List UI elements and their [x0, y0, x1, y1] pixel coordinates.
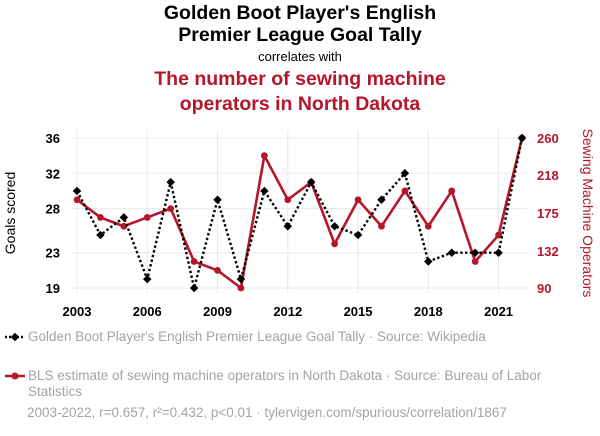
right-axis-ticks: 90 132 175 218 260	[537, 131, 559, 296]
chart-titles: Golden Boot Player's English Premier Lea…	[0, 2, 600, 115]
left-tick-label: 23	[46, 246, 60, 261]
x-tick-label: 2018	[414, 304, 443, 319]
correlates-with-label: correlates with	[258, 49, 342, 64]
series1-point	[306, 177, 316, 187]
right-tick-label: 90	[537, 281, 551, 296]
series2-point	[331, 240, 339, 248]
series1-point	[377, 195, 386, 205]
series1-point	[517, 133, 527, 143]
series2-point	[401, 187, 409, 195]
left-tick-label: 32	[46, 166, 60, 181]
series2-point	[284, 196, 292, 204]
series2-point	[143, 214, 151, 221]
chart-footer: 2003-2022, r=0.657, r²=0.432, p<0.01 · t…	[27, 405, 507, 420]
legend-label-series1: Golden Boot Player's English Premier Lea…	[28, 329, 486, 344]
series2-point	[260, 152, 268, 160]
chart-title-line2: Premier League Goal Tally	[178, 24, 422, 46]
series2-point	[354, 196, 362, 204]
x-tick-label: 2009	[203, 304, 232, 319]
series1-point	[119, 213, 129, 222]
chart-title-line1: Golden Boot Player's English	[163, 2, 437, 24]
series1-point	[400, 169, 410, 178]
series2-point	[214, 266, 221, 274]
legend-key-series2	[5, 372, 25, 380]
legend-key-series1	[5, 332, 25, 342]
left-axis-label: Goals scored	[2, 172, 18, 254]
series1-point	[353, 230, 363, 240]
series1-point	[447, 248, 456, 257]
left-tick-label: 19	[46, 281, 60, 296]
series1-point	[143, 274, 152, 284]
chart-title2-line2: operators in North Dakota	[179, 93, 421, 115]
series1-point	[236, 274, 246, 284]
left-axis-ticks: 19 23 28 32 36	[46, 131, 60, 296]
x-axis-ticks: 2003 2006 2009 2012 2015 2018 2021	[63, 304, 514, 319]
right-tick-label: 218	[537, 168, 559, 183]
series2-point	[167, 205, 175, 212]
series-area	[72, 133, 527, 293]
legend-label-series2: BLS estimate of sewing machine operators…	[28, 368, 542, 399]
series2-point	[190, 258, 198, 265]
left-tick-label: 28	[46, 202, 60, 217]
series2-line	[76, 137, 524, 290]
left-tick-label: 36	[46, 131, 60, 146]
series2-point	[97, 214, 104, 221]
chart-title2-line1: The number of sewing machine	[154, 68, 446, 90]
right-tick-label: 132	[537, 244, 559, 259]
x-tick-label: 2003	[63, 304, 92, 319]
series1-point	[424, 257, 433, 266]
series1-point	[283, 221, 293, 231]
series2-point	[495, 231, 502, 239]
right-tick-label: 175	[537, 206, 559, 221]
series1-point	[470, 248, 480, 257]
series2-point	[73, 196, 81, 204]
x-tick-label: 2015	[344, 304, 373, 319]
series1-point	[96, 230, 105, 240]
series2-point	[471, 258, 479, 265]
series2-point	[448, 187, 456, 195]
series1-point	[260, 186, 269, 196]
series2-point	[424, 222, 432, 230]
x-tick-label: 2012	[273, 304, 302, 319]
right-tick-label: 260	[537, 131, 559, 146]
series1-point	[494, 248, 503, 257]
series1-point	[330, 221, 339, 231]
x-tick-label: 2006	[133, 304, 162, 319]
series2-point	[237, 284, 245, 292]
right-axis-label: Sewing Machine Operators	[580, 129, 596, 298]
series1-point	[213, 195, 222, 205]
series1-line	[75, 137, 524, 290]
series1-point	[189, 283, 199, 293]
x-tick-label: 2021	[484, 304, 513, 319]
series1-point	[72, 186, 82, 196]
series2-point	[378, 222, 385, 230]
series1-point	[166, 177, 175, 187]
